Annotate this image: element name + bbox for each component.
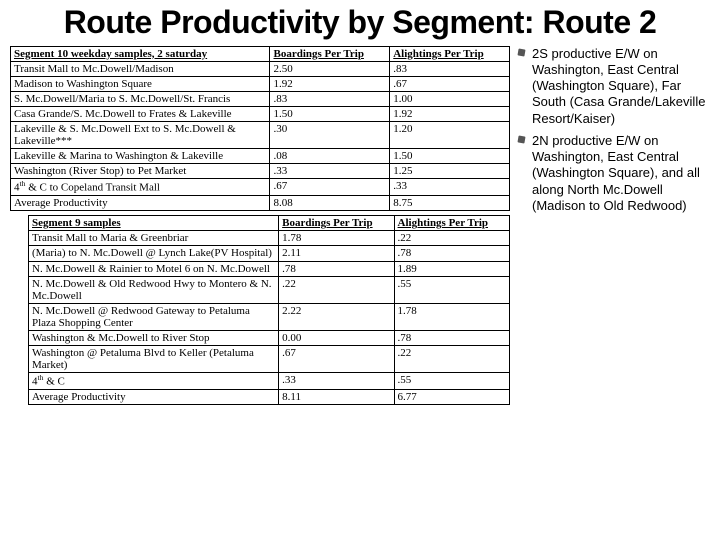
table-row: Average Productivity8.088.75 — [11, 196, 510, 211]
table-cell: 8.11 — [279, 390, 394, 405]
table-cell: 2.22 — [279, 303, 394, 330]
table-cell: .67 — [390, 76, 510, 91]
table-cell: .33 — [390, 179, 510, 196]
segment-table-1: Segment 10 weekday samples, 2 saturdayBo… — [10, 46, 510, 212]
table-cell: Lakeville & Marina to Washington & Lakev… — [11, 149, 270, 164]
table-row: Average Productivity8.116.77 — [29, 390, 510, 405]
table-row: Lakeville & Marina to Washington & Lakev… — [11, 149, 510, 164]
table-cell: .83 — [390, 61, 510, 76]
table-cell: .33 — [279, 373, 394, 390]
table-cell: 8.75 — [390, 196, 510, 211]
table-cell: .55 — [394, 373, 509, 390]
table-header-cell: Segment 10 weekday samples, 2 saturday — [11, 46, 270, 61]
segment-table-2: Segment 9 samplesBoardings Per TripAligh… — [28, 215, 510, 405]
table-header-cell: Alightings Per Trip — [394, 216, 509, 231]
table-cell: N. Mc.Dowell & Rainier to Motel 6 on N. … — [29, 261, 279, 276]
table-cell: 1.50 — [270, 106, 390, 121]
table-cell: (Maria) to N. Mc.Dowell @ Lynch Lake(PV … — [29, 246, 279, 261]
table-cell: 4th & C — [29, 373, 279, 390]
table-cell: 6.77 — [394, 390, 509, 405]
table-row: 4th & C to Copeland Transit Mall.67.33 — [11, 179, 510, 196]
bullet-item: 2N productive E/W on Washington, East Ce… — [518, 133, 710, 214]
table-cell: N. Mc.Dowell & Old Redwood Hwy to Monter… — [29, 276, 279, 303]
table-cell: .33 — [270, 164, 390, 179]
table-cell: 4th & C to Copeland Transit Mall — [11, 179, 270, 196]
table-cell: .22 — [394, 231, 509, 246]
table-cell: Madison to Washington Square — [11, 76, 270, 91]
table-cell: 1.78 — [394, 303, 509, 330]
table-row: N. Mc.Dowell & Old Redwood Hwy to Monter… — [29, 276, 510, 303]
table-cell: 1.78 — [279, 231, 394, 246]
table-cell: Average Productivity — [11, 196, 270, 211]
table-cell: .67 — [279, 346, 394, 373]
table-cell: 2.50 — [270, 61, 390, 76]
table-cell: Transit Mall to Mc.Dowell/Madison — [11, 61, 270, 76]
table-cell: .55 — [394, 276, 509, 303]
table-row: Transit Mall to Mc.Dowell/Madison2.50.83 — [11, 61, 510, 76]
table-cell: N. Mc.Dowell @ Redwood Gateway to Petalu… — [29, 303, 279, 330]
table-cell: 1.89 — [394, 261, 509, 276]
table-cell: .78 — [279, 261, 394, 276]
table-cell: 2.11 — [279, 246, 394, 261]
table-cell: Average Productivity — [29, 390, 279, 405]
table-cell: 0.00 — [279, 331, 394, 346]
table-cell: 1.20 — [390, 122, 510, 149]
table-row: Washington (River Stop) to Pet Market.33… — [11, 164, 510, 179]
table-row: S. Mc.Dowell/Maria to S. Mc.Dowell/St. F… — [11, 91, 510, 106]
table-cell: Washington & Mc.Dowell to River Stop — [29, 331, 279, 346]
table-row: Transit Mall to Maria & Greenbriar1.78.2… — [29, 231, 510, 246]
table-cell: Washington (River Stop) to Pet Market — [11, 164, 270, 179]
slide-body: Segment 10 weekday samples, 2 saturdayBo… — [10, 46, 710, 406]
tables-column: Segment 10 weekday samples, 2 saturdayBo… — [10, 46, 510, 406]
bullet-item: 2S productive E/W on Washington, East Ce… — [518, 46, 710, 127]
table-cell: 1.00 — [390, 91, 510, 106]
table-header-cell: Boardings Per Trip — [279, 216, 394, 231]
table-cell: .78 — [394, 246, 509, 261]
table-cell: Casa Grande/S. Mc.Dowell to Frates & Lak… — [11, 106, 270, 121]
table-cell: 1.25 — [390, 164, 510, 179]
table-cell: .08 — [270, 149, 390, 164]
table-cell: 1.92 — [390, 106, 510, 121]
table-row: (Maria) to N. Mc.Dowell @ Lynch Lake(PV … — [29, 246, 510, 261]
bullet-list: 2S productive E/W on Washington, East Ce… — [518, 46, 710, 215]
table-row: 4th & C.33.55 — [29, 373, 510, 390]
table-cell: 1.50 — [390, 149, 510, 164]
table-cell: Washington @ Petaluma Blvd to Keller (Pe… — [29, 346, 279, 373]
table-cell: Transit Mall to Maria & Greenbriar — [29, 231, 279, 246]
table-cell: .78 — [394, 331, 509, 346]
table-cell: Lakeville & S. Mc.Dowell Ext to S. Mc.Do… — [11, 122, 270, 149]
table-header-cell: Boardings Per Trip — [270, 46, 390, 61]
table-cell: .30 — [270, 122, 390, 149]
table-cell: S. Mc.Dowell/Maria to S. Mc.Dowell/St. F… — [11, 91, 270, 106]
table-row: Washington @ Petaluma Blvd to Keller (Pe… — [29, 346, 510, 373]
table-header-cell: Alightings Per Trip — [390, 46, 510, 61]
table-row: N. Mc.Dowell & Rainier to Motel 6 on N. … — [29, 261, 510, 276]
table-header-cell: Segment 9 samples — [29, 216, 279, 231]
table-row: Casa Grande/S. Mc.Dowell to Frates & Lak… — [11, 106, 510, 121]
table-cell: .83 — [270, 91, 390, 106]
slide-title: Route Productivity by Segment: Route 2 — [10, 6, 710, 40]
table-cell: .67 — [270, 179, 390, 196]
table-row: Madison to Washington Square1.92.67 — [11, 76, 510, 91]
table-row: Lakeville & S. Mc.Dowell Ext to S. Mc.Do… — [11, 122, 510, 149]
table-row: N. Mc.Dowell @ Redwood Gateway to Petalu… — [29, 303, 510, 330]
table-cell: .22 — [279, 276, 394, 303]
table-row: Washington & Mc.Dowell to River Stop0.00… — [29, 331, 510, 346]
bullets-column: 2S productive E/W on Washington, East Ce… — [518, 46, 710, 406]
table-cell: .22 — [394, 346, 509, 373]
table-cell: 8.08 — [270, 196, 390, 211]
table-cell: 1.92 — [270, 76, 390, 91]
